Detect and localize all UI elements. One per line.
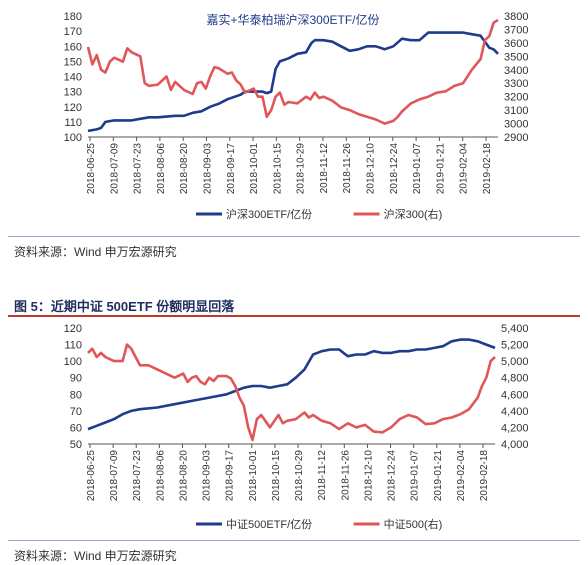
x-tick-label: 2018-08-20: [178, 450, 189, 502]
y-right-tick-label: 3000: [504, 119, 528, 131]
x-tick-label: 2018-09-03: [202, 450, 213, 502]
x-tick-label: 2019-01-07: [412, 143, 423, 195]
y-left-tick-label: 70: [70, 406, 82, 418]
x-tick-label: 2019-02-04: [456, 450, 467, 502]
y-right-tick-label: 3400: [504, 65, 528, 77]
series-line-1: [87, 31, 499, 133]
x-tick-label: 2018-11-12: [317, 450, 328, 501]
legend-label-2: 中证500(右): [384, 517, 443, 531]
y-left-tick-label: 180: [64, 11, 82, 23]
legend-label-2: 沪深300(右): [384, 207, 443, 221]
x-tick-label: 2018-10-01: [249, 143, 260, 195]
y-left-tick-label: 150: [64, 56, 82, 68]
x-tick-label: 2019-01-21: [435, 143, 446, 195]
x-tick-label: 2018-08-06: [156, 143, 167, 195]
y-right-tick-label: 3100: [504, 105, 528, 117]
x-tick-label: 2018-08-06: [155, 450, 166, 502]
y-right-tick-label: 5,000: [501, 356, 529, 368]
x-tick-label: 2018-09-03: [202, 143, 213, 195]
y-left-tick-label: 50: [70, 439, 82, 451]
y-right-tick-label: 3600: [504, 38, 528, 50]
x-tick-label: 2019-01-21: [433, 450, 444, 502]
y-left-tick-label: 60: [70, 422, 82, 434]
y-right-tick-label: 4,200: [501, 422, 529, 434]
chart-1-svg: 1001101201301401501601701802900300031003…: [64, 11, 529, 221]
source-note-2: 资料来源：Wind 申万宏源研究: [14, 549, 177, 563]
x-tick-label: 2018-11-26: [342, 143, 353, 194]
y-right-tick-label: 2900: [504, 132, 528, 144]
y-right-tick-label: 3300: [504, 78, 528, 90]
x-tick-label: 2018-10-15: [272, 143, 283, 195]
chart-2-svg: 50 60 70 80 90 100 110 120 4,000 4,200 4,400 4,600 4…: [64, 323, 529, 531]
y-right-tick-label: 3800: [504, 11, 528, 23]
divider: [8, 236, 580, 237]
figure-title-rule: [8, 315, 580, 317]
y-left-tick-label: 130: [64, 87, 82, 99]
y-right-tick-label: 4,400: [501, 406, 529, 418]
y-right-tick-label: 4,000: [501, 439, 529, 451]
series-line-1: [87, 338, 496, 431]
x-tick-label: 2018-10-29: [294, 450, 305, 502]
source-note-1: 资料来源：Wind 申万宏源研究: [14, 245, 177, 259]
y-left-tick-label: 110: [64, 117, 82, 129]
x-tick-label: 2018-12-24: [389, 143, 400, 195]
x-tick-label: 2018-09-17: [225, 450, 236, 502]
y-left-tick-label: 100: [64, 356, 82, 368]
y-right-tick-label: 3500: [504, 51, 528, 63]
x-tick-label: 2018-10-15: [271, 450, 282, 502]
x-tick-label: 2018-07-23: [133, 143, 144, 195]
series-line-2: [86, 18, 499, 125]
x-tick-label: 2018-08-20: [179, 143, 190, 195]
y-right-tick-label: 5,200: [501, 340, 529, 352]
x-tick-label: 2018-06-25: [86, 143, 97, 195]
figure-5-title: 图 5：近期中证 500ETF 份额明显回落: [14, 299, 235, 314]
y-left-tick-label: 120: [64, 323, 82, 335]
x-tick-label: 2018-11-26: [340, 450, 351, 501]
x-tick-label: 2018-12-24: [387, 450, 398, 502]
y-left-tick-label: 110: [64, 340, 82, 352]
x-tick-label: 2018-12-10: [366, 143, 377, 195]
y-left-tick-label: 160: [64, 41, 82, 53]
y-left-tick-label: 90: [70, 373, 82, 385]
y-left-tick-label: 80: [70, 389, 82, 401]
x-tick-label: 2019-02-18: [479, 450, 490, 502]
x-tick-label: 2018-07-23: [132, 450, 143, 502]
y-right-tick-label: 5,400: [501, 323, 529, 335]
x-tick-label: 2019-02-18: [482, 143, 493, 195]
y-left-tick-label: 120: [64, 102, 82, 114]
x-tick-label: 2019-02-04: [459, 143, 470, 195]
divider: [8, 540, 580, 541]
y-right-tick-label: 3700: [504, 24, 528, 36]
x-tick-label: 2018-10-29: [296, 143, 307, 195]
y-right-tick-label: 3200: [504, 92, 528, 104]
y-right-tick-label: 4,600: [501, 389, 529, 401]
y-left-tick-label: 170: [64, 26, 82, 38]
series-line-2: [87, 343, 496, 442]
x-tick-label: 2018-10-01: [248, 450, 259, 502]
x-tick-label: 2018-11-12: [319, 143, 330, 194]
x-tick-label: 2019-01-07: [410, 450, 421, 502]
y-right-tick-label: 4,800: [501, 373, 529, 385]
chart-1-panel: 100 110 120 130 140 150 160 170 180 2900 3000 3100 3…: [0, 0, 588, 240]
x-tick-label: 2018-07-09: [109, 143, 120, 195]
chart-2-panel: 50 60 70 80 90 100 110 120 4,000 4,200 4,400 4,600 4…: [0, 318, 588, 543]
y-left-tick-label: 140: [64, 72, 82, 84]
y-left-tick-label: 100: [64, 132, 82, 144]
x-tick-label: 2018-06-25: [86, 450, 97, 502]
legend-label-1: 中证500ETF/亿份: [226, 518, 312, 531]
x-tick-label: 2018-07-09: [109, 450, 120, 502]
legend-label-1: 沪深300ETF/亿份: [226, 207, 312, 221]
x-tick-label: 2018-09-17: [226, 143, 237, 195]
chart-title: 嘉实+华泰柏瑞沪深300ETF/亿份: [206, 12, 379, 27]
x-tick-label: 2018-12-10: [363, 450, 374, 502]
